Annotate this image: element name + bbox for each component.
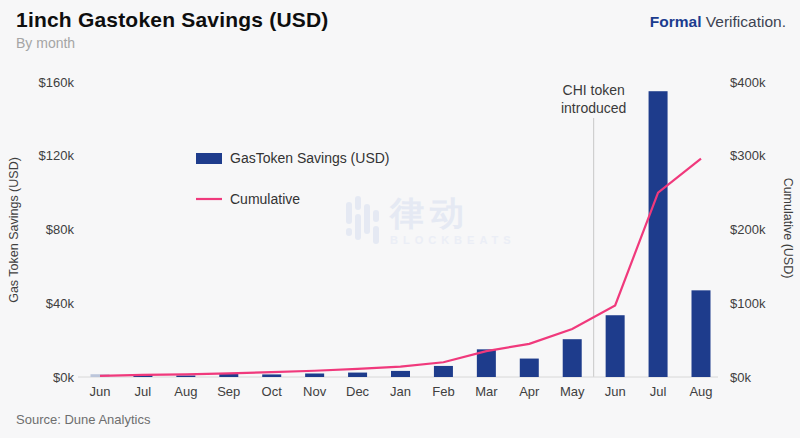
bar-13-jul — [649, 91, 668, 377]
left-axis-tick: $0k — [53, 370, 74, 385]
bar-12-jun — [606, 315, 625, 377]
bar-5-nov — [305, 373, 324, 377]
bar-2-aug — [176, 376, 195, 378]
x-axis-label: May — [560, 384, 585, 399]
left-axis-title: Gas Token Savings (USD) — [7, 157, 21, 303]
left-axis-tick: $40k — [46, 296, 75, 311]
x-axis-label: Dec — [346, 384, 370, 399]
page-title: 1inch Gastoken Savings (USD) — [16, 8, 329, 32]
bar-14-aug — [692, 290, 711, 377]
right-axis-tick: $100k — [730, 296, 766, 311]
x-axis-label: Jul — [135, 384, 152, 399]
bar-6-dec — [348, 373, 367, 377]
logo-regular-text: Verification. — [706, 13, 786, 30]
x-axis-label: Jul — [650, 384, 667, 399]
x-axis-label: Aug — [174, 384, 197, 399]
x-axis-label: Jan — [390, 384, 411, 399]
x-axis-label: Sep — [217, 384, 240, 399]
left-axis-tick: $160k — [39, 75, 75, 90]
chi-annotation-text: CHI token — [563, 82, 625, 98]
legend-bar-label: GasToken Savings (USD) — [230, 150, 390, 166]
right-axis-tick: $300k — [730, 148, 766, 163]
x-axis-label: Jun — [605, 384, 626, 399]
formal-verification-logo: Formal Verification. — [650, 13, 786, 31]
right-axis-tick: $200k — [730, 222, 766, 237]
x-axis-label: Apr — [519, 384, 540, 399]
x-axis-label: Nov — [303, 384, 327, 399]
right-axis-tick: $400k — [730, 75, 766, 90]
chart-svg: CHI token introduced $0k $40k $80k $120k $160k… — [0, 0, 800, 438]
right-axis-tick: $0k — [730, 370, 751, 385]
legend-bar-swatch — [196, 153, 222, 164]
left-axis-tick: $120k — [39, 148, 75, 163]
x-axis-label: Aug — [689, 384, 712, 399]
legend-line-label: Cumulative — [230, 191, 300, 207]
chart-card: 1inch Gastoken Savings (USD) By month Fo… — [0, 0, 800, 438]
bar-10-apr — [520, 359, 539, 377]
bar-7-jan — [391, 371, 410, 377]
chart-subtitle: By month — [16, 35, 329, 51]
left-axis-tick: $80k — [46, 222, 75, 237]
x-axis-label: Mar — [475, 384, 498, 399]
logo-bold-text: Formal — [650, 13, 702, 30]
right-axis-title: Cumulative (USD) — [781, 178, 795, 279]
chi-annotation-text: introduced — [561, 100, 626, 116]
bar-8-feb — [434, 366, 453, 377]
bar-11-may — [563, 339, 582, 377]
x-axis-label: Oct — [262, 384, 283, 399]
source-credit: Source: Dune Analytics — [16, 412, 150, 427]
chart-header: 1inch Gastoken Savings (USD) By month — [16, 8, 329, 51]
x-axis-label: Feb — [432, 384, 454, 399]
bar-4-oct — [262, 374, 281, 377]
x-axis-label: Jun — [90, 384, 111, 399]
